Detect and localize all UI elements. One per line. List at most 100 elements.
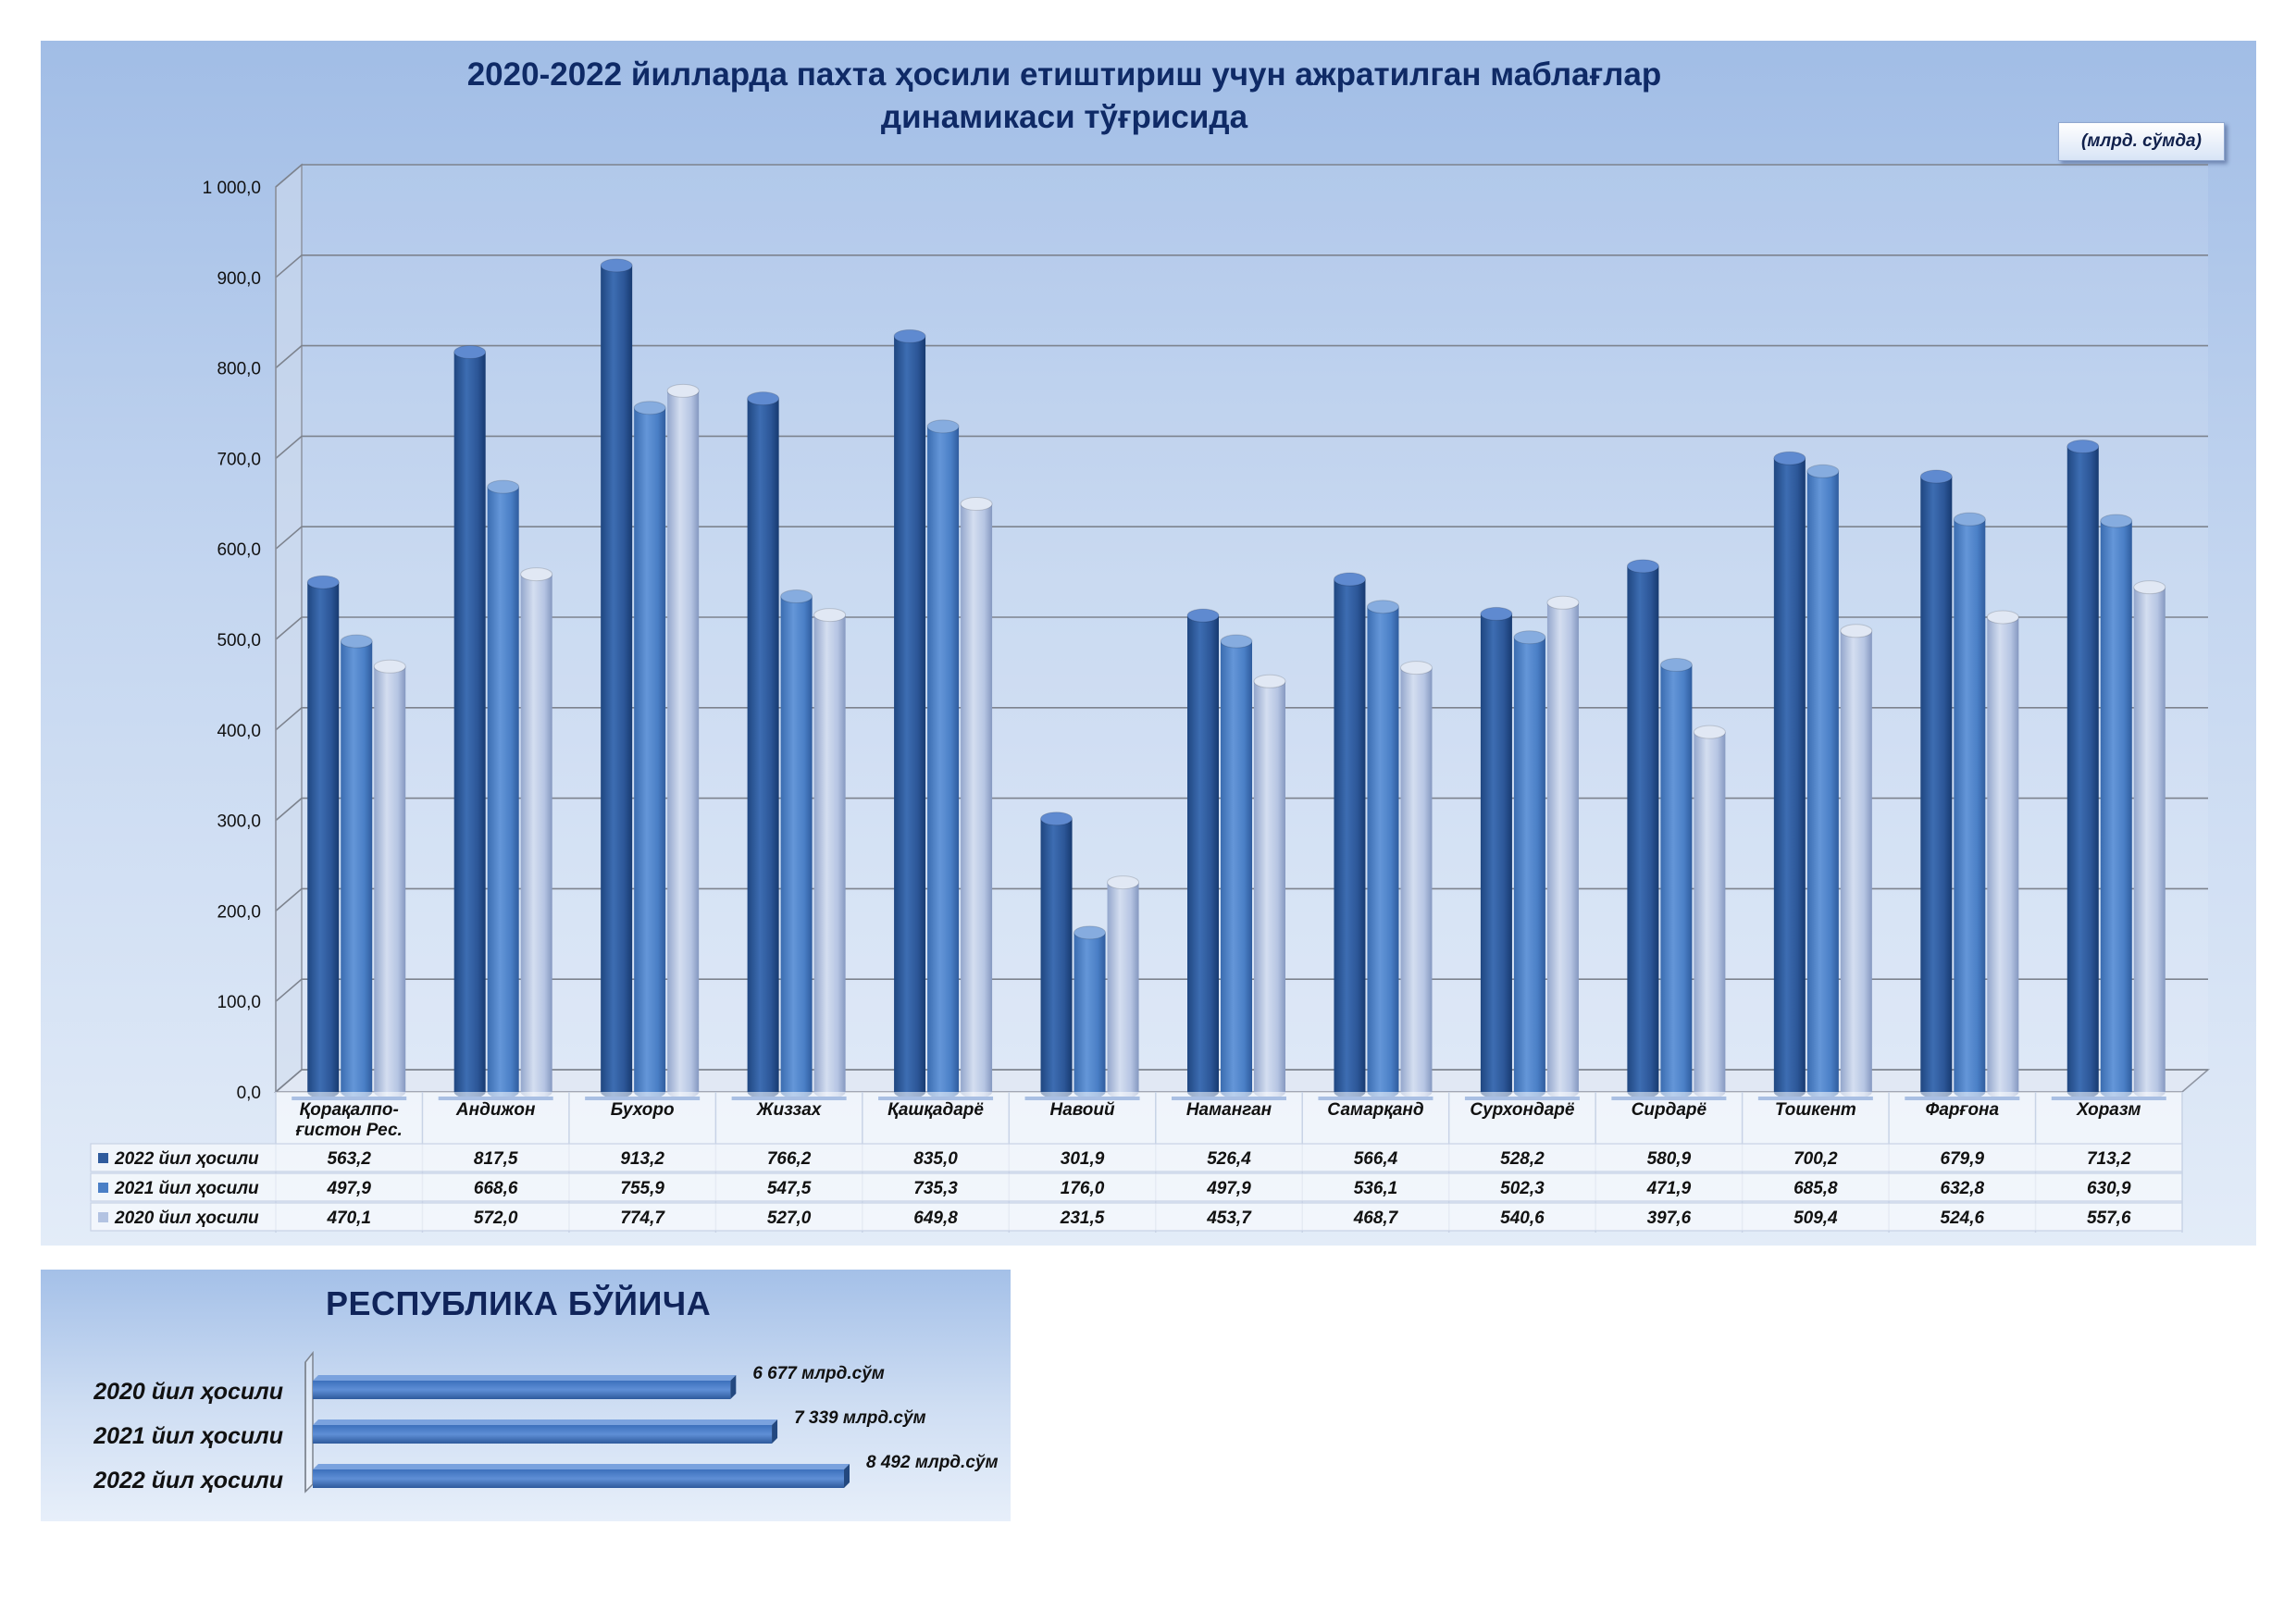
category-marker bbox=[292, 1097, 407, 1100]
bar-top bbox=[1840, 624, 1873, 638]
category-marker bbox=[731, 1097, 847, 1100]
bar-body bbox=[961, 503, 993, 1092]
bar bbox=[926, 419, 960, 1098]
category-label: Навоий bbox=[1049, 1100, 1115, 1120]
category-marker bbox=[585, 1097, 701, 1100]
gridline bbox=[275, 164, 2208, 188]
table-cell-value: 471,9 bbox=[1646, 1179, 1692, 1198]
republic-bar-end bbox=[730, 1375, 737, 1399]
chart-title-line-2: динамикаси тўғрисида bbox=[880, 99, 1248, 135]
unit-badge: (млрд. сўмда) bbox=[2058, 122, 2225, 161]
table-cell-value: 301,9 bbox=[1061, 1149, 1105, 1169]
bar-top bbox=[1253, 674, 1286, 688]
republic-bar-label: 7 339 млрд.сўм bbox=[794, 1408, 926, 1428]
y-tick-label: 900,0 bbox=[217, 269, 261, 289]
bar bbox=[2100, 514, 2133, 1098]
republic-bar-body bbox=[313, 1469, 844, 1488]
bar-top bbox=[813, 608, 847, 623]
republic-chart-title: РЕСПУБЛИКА БЎЙИЧА bbox=[326, 1284, 712, 1322]
y-tick-label: 500,0 bbox=[217, 631, 261, 651]
table-row bbox=[90, 1202, 2183, 1232]
category-marker bbox=[1024, 1097, 1140, 1100]
bar bbox=[813, 608, 847, 1098]
bar-top bbox=[1074, 925, 1107, 940]
y-tick-label: 800,0 bbox=[217, 360, 261, 379]
table-row bbox=[90, 1172, 2183, 1202]
table-cell-value: 502,3 bbox=[1500, 1179, 1545, 1198]
republic-bar-end bbox=[772, 1419, 778, 1444]
bar-top bbox=[487, 479, 520, 494]
republic-bar-end bbox=[844, 1464, 850, 1488]
bar-body bbox=[1920, 477, 1953, 1092]
bar-body bbox=[1040, 818, 1073, 1092]
bar-body bbox=[1480, 614, 1512, 1092]
category-label: Сирдарё bbox=[1632, 1100, 1707, 1120]
table-cell-value: 563,2 bbox=[327, 1149, 371, 1169]
bar bbox=[373, 659, 406, 1098]
bar-top bbox=[1806, 464, 1840, 478]
table-cell-value: 755,9 bbox=[620, 1179, 664, 1198]
republic-category-label: 2020 йил ҳосили bbox=[93, 1379, 283, 1405]
bar-top bbox=[1040, 812, 1074, 826]
republic-bar-top bbox=[313, 1375, 737, 1381]
table-cell-value: 497,9 bbox=[1206, 1179, 1251, 1198]
bar bbox=[600, 258, 633, 1098]
category-marker bbox=[1611, 1097, 1727, 1100]
gridline bbox=[275, 254, 2208, 279]
bar bbox=[960, 496, 993, 1098]
table-cell-value: 668,6 bbox=[474, 1179, 518, 1198]
bar bbox=[1399, 661, 1433, 1098]
bar-top bbox=[780, 589, 813, 604]
category-label: Андижон bbox=[455, 1100, 536, 1120]
legend-series-name: 2021 йил ҳосили bbox=[114, 1179, 259, 1198]
bar-body bbox=[2066, 446, 2099, 1093]
table-cell-value: 913,2 bbox=[620, 1149, 664, 1169]
republic-category-label: 2021 йил ҳосили bbox=[93, 1423, 283, 1449]
table-cell-value: 700,2 bbox=[1793, 1149, 1838, 1169]
y-tick-label: 100,0 bbox=[217, 993, 261, 1012]
legend-series-name: 2022 йил ҳосили bbox=[114, 1149, 259, 1169]
bar-body bbox=[453, 352, 486, 1092]
y-tick-label: 600,0 bbox=[217, 540, 261, 560]
bar bbox=[1546, 595, 1580, 1098]
category-label: Сурхондарё bbox=[1470, 1100, 1575, 1120]
table-cell-value: 526,4 bbox=[1207, 1149, 1251, 1169]
bar bbox=[1806, 464, 1840, 1098]
table-cell-value: 632,8 bbox=[1941, 1179, 1985, 1198]
bar-body bbox=[747, 398, 779, 1093]
bar bbox=[306, 575, 340, 1098]
bar bbox=[1659, 657, 1693, 1098]
y-tick-label: 0,0 bbox=[237, 1084, 261, 1103]
table-cell-value: 630,9 bbox=[2087, 1179, 2131, 1198]
bar-top bbox=[960, 496, 993, 511]
legend-key bbox=[98, 1183, 108, 1193]
bar bbox=[1107, 875, 1140, 1098]
bar-top bbox=[1546, 595, 1580, 610]
bar-body bbox=[307, 582, 340, 1092]
table-cell-value: 649,8 bbox=[913, 1209, 958, 1228]
category-label: Қорақалпо-ғистон Рес. bbox=[296, 1100, 403, 1140]
bar-top bbox=[1220, 634, 1253, 649]
gridline bbox=[275, 344, 2208, 369]
republic-category-label: 2022 йил ҳосили bbox=[93, 1468, 283, 1494]
republic-bar-body bbox=[313, 1381, 731, 1399]
bar-body bbox=[1987, 616, 2019, 1092]
bar-body bbox=[1221, 641, 1252, 1092]
bar bbox=[1040, 812, 1074, 1098]
bar bbox=[893, 329, 926, 1098]
category-marker bbox=[438, 1097, 553, 1100]
table-cell-value: 713,2 bbox=[2087, 1149, 2131, 1169]
republic-bar-body bbox=[313, 1425, 773, 1444]
category-label: Тошкент bbox=[1775, 1100, 1856, 1120]
table-cell-value: 557,6 bbox=[2087, 1209, 2131, 1228]
republic-bar bbox=[313, 1419, 778, 1444]
category-label: Бухоро bbox=[611, 1100, 675, 1120]
bar bbox=[1186, 608, 1220, 1098]
bar-body bbox=[1513, 637, 1545, 1092]
category-label: Фарғона bbox=[1926, 1100, 2000, 1120]
table-cell-value: 231,5 bbox=[1060, 1209, 1105, 1228]
bar-body bbox=[2100, 520, 2132, 1092]
bar-body bbox=[1187, 615, 1219, 1092]
bar bbox=[1693, 725, 1726, 1098]
bar bbox=[340, 634, 373, 1098]
